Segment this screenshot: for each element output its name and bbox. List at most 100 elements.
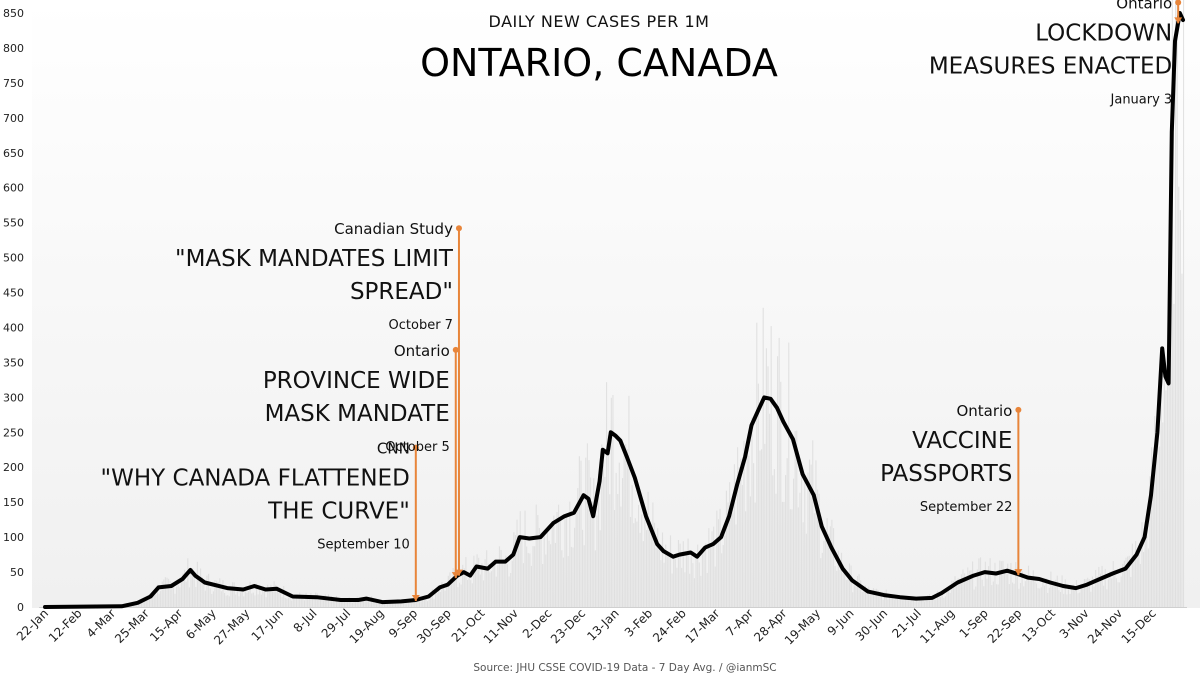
daily-bar [842, 573, 844, 607]
daily-bar [251, 593, 253, 607]
daily-bar [1139, 563, 1141, 607]
daily-bar [986, 578, 988, 607]
daily-bar [548, 540, 550, 607]
daily-bar [932, 597, 934, 607]
daily-bar [743, 440, 745, 607]
daily-bar [425, 598, 427, 607]
daily-bar [481, 563, 483, 607]
daily-bar [614, 509, 616, 607]
daily-bar [796, 430, 798, 607]
daily-bar [1027, 565, 1030, 607]
daily-bar [639, 532, 641, 607]
daily-bar [238, 596, 240, 607]
annotation-headline: MEASURES ENACTED [929, 54, 1172, 80]
daily-bar [1031, 576, 1033, 607]
y-tick-label: 200 [3, 461, 24, 474]
daily-bar [518, 542, 520, 607]
daily-bar [1047, 592, 1049, 607]
daily-bar [957, 578, 959, 607]
daily-bar [927, 595, 929, 607]
annotation-date: October 7 [389, 318, 453, 333]
daily-bar [1021, 570, 1023, 607]
daily-bar [820, 558, 822, 607]
y-tick-label: 300 [3, 391, 24, 404]
daily-bar [1131, 543, 1133, 607]
daily-bar [778, 337, 780, 607]
daily-bar [791, 509, 793, 607]
series-line [43, 11, 1185, 609]
daily-bar [217, 581, 219, 607]
daily-bar [313, 597, 315, 607]
daily-bar [297, 596, 299, 607]
daily-bar [564, 514, 566, 607]
daily-bar [299, 592, 301, 607]
daily-bar [239, 592, 242, 607]
daily-bar [764, 443, 766, 607]
daily-bar [717, 519, 719, 607]
daily-bar [345, 599, 347, 607]
daily-bar [634, 518, 636, 607]
daily-bar [543, 534, 545, 607]
daily-bar [343, 597, 345, 607]
daily-bar [558, 504, 560, 607]
daily-bar [816, 489, 819, 607]
daily-bar [283, 586, 285, 607]
daily-bar [1135, 541, 1137, 607]
daily-bar [510, 573, 512, 607]
y-tick-label: 400 [3, 321, 24, 334]
daily-bar [980, 557, 982, 607]
daily-bar [139, 601, 141, 607]
daily-bar [653, 522, 656, 607]
daily-bar [177, 584, 179, 607]
daily-bar [468, 578, 470, 607]
daily-bar [661, 532, 664, 607]
daily-bar [192, 568, 194, 607]
daily-bar [903, 600, 905, 607]
daily-bar [1024, 581, 1026, 607]
daily-bar [569, 501, 571, 607]
daily-bar [636, 521, 638, 607]
daily-bar [874, 589, 876, 607]
daily-bar [599, 530, 601, 607]
daily-bar [1159, 446, 1161, 607]
daily-bar [1133, 557, 1135, 607]
annotation-headline: PROVINCE WIDE [263, 368, 450, 394]
daily-bar [161, 581, 163, 607]
annotation: Ontario VACCINE PASSPORTS September 22 [880, 402, 1023, 576]
x-tick-label: 11-Nov [481, 606, 521, 646]
daily-bar [789, 509, 791, 607]
daily-bar [703, 551, 705, 607]
daily-bar [759, 450, 761, 607]
daily-bar [890, 596, 892, 607]
daily-bar [601, 444, 603, 607]
daily-bar [1109, 571, 1111, 607]
daily-bar [342, 598, 344, 607]
daily-bar [300, 596, 302, 607]
daily-bar [1002, 560, 1004, 607]
daily-bar [150, 596, 152, 607]
daily-bar [168, 578, 170, 607]
daily-bar [956, 586, 958, 607]
daily-bar [188, 587, 190, 607]
daily-bar [359, 601, 361, 607]
daily-bar [901, 600, 903, 607]
daily-bar [1063, 593, 1065, 607]
daily-bar [1141, 522, 1143, 607]
daily-bar [358, 598, 360, 607]
daily-bar [391, 603, 393, 607]
daily-bar [840, 552, 843, 607]
daily-bar [904, 599, 906, 607]
daily-bar [898, 599, 900, 607]
daily-bar [337, 599, 339, 607]
daily-bar [1032, 570, 1034, 607]
daily-bar [818, 493, 820, 607]
daily-bar [351, 602, 353, 607]
daily-bar [1079, 592, 1081, 607]
daily-bar [973, 589, 975, 607]
daily-bar [1059, 591, 1062, 607]
daily-bar [1051, 585, 1054, 607]
daily-bar [187, 558, 189, 607]
daily-bar [896, 598, 898, 607]
daily-bars [46, 0, 1185, 608]
